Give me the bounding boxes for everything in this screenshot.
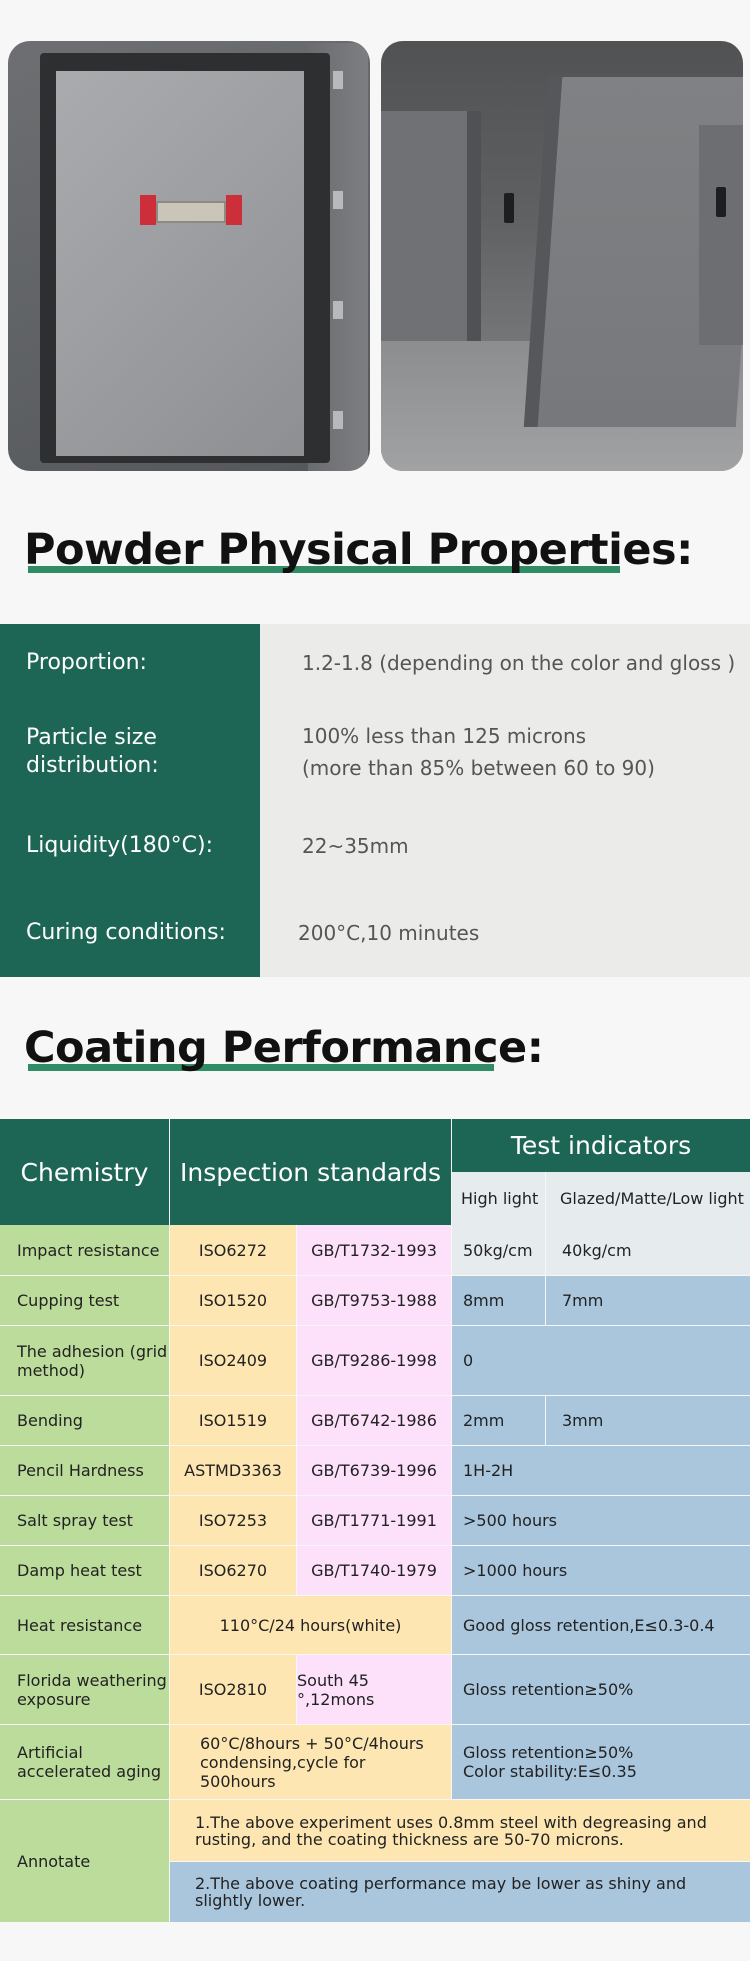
powder-title: Powder Physical Properties:: [24, 525, 693, 575]
row-iso: ISO2810: [170, 1655, 296, 1724]
table-row: Liquidity(180°C): 22~35mm: [0, 802, 750, 889]
table-row: Curing conditions: 200°C,10 minutes: [0, 889, 750, 977]
row-chemistry: The adhesion (grid method): [0, 1326, 169, 1395]
prop-value: 200°C,10 minutes: [260, 889, 750, 977]
header-glazed: Glazed/Matte/Low light: [546, 1172, 750, 1225]
row-gb: GB/T1732-1993: [297, 1225, 451, 1275]
row-high: 8mm: [452, 1276, 545, 1325]
header-high-light: High light: [452, 1172, 545, 1225]
row-chemistry: Florida weathering exposure: [0, 1655, 169, 1724]
row-chemistry: Impact resistance: [0, 1225, 169, 1275]
title-underline: [28, 566, 620, 573]
annotate-label: Annotate: [0, 1800, 169, 1922]
cabinet-right: [699, 125, 743, 345]
table-row: Proportion: 1.2-1.8 (depending on the co…: [0, 624, 750, 702]
row-indicator: 1H-2H: [452, 1446, 750, 1495]
indicator-line: Color stability:E≤0.35: [463, 1762, 637, 1781]
row-chemistry: Damp heat test: [0, 1546, 169, 1595]
prop-label: Proportion:: [0, 624, 260, 702]
coating-title: Coating Performance:: [24, 1023, 544, 1073]
hinge-icon: [333, 411, 343, 429]
row-indicator: Good gloss retention,E≤0.3-0.4: [452, 1596, 750, 1654]
row-gb: GB/T6739-1996: [297, 1446, 451, 1495]
row-chemistry: Cupping test: [0, 1276, 169, 1325]
annotate-note-1: 1.The above experiment uses 0.8mm steel …: [170, 1800, 750, 1861]
prop-value-line: 1.2-1.8 (depending on the color and glos…: [302, 651, 736, 675]
prop-value-line: (more than 85% between 60 to 90): [302, 756, 655, 780]
cabinet-inner-panel: [56, 71, 304, 456]
row-standard: 110°C/24 hours(white): [170, 1596, 451, 1654]
row-iso: ISO7253: [170, 1496, 296, 1545]
title-underline: [28, 1064, 494, 1071]
table-row: Particle size distribution: 100% less th…: [0, 702, 750, 802]
row-indicator: >500 hours: [452, 1496, 750, 1545]
row-gb: GB/T9286-1998: [297, 1326, 451, 1395]
prop-label: Particle size distribution:: [0, 702, 260, 802]
header-inspection: Inspection standards: [170, 1119, 451, 1225]
hinge-icon: [333, 191, 343, 209]
row-iso: ISO6270: [170, 1546, 296, 1595]
row-iso: ISO1519: [170, 1396, 296, 1445]
row-gb: GB/T1740-1979: [297, 1546, 451, 1595]
indicator-line: Gloss retention≥50%: [463, 1743, 634, 1762]
row-glazed: 3mm: [546, 1396, 750, 1445]
row-gb: GB/T1771-1991: [297, 1496, 451, 1545]
prop-value-line: 100% less than 125 microns: [302, 724, 587, 748]
row-high: 2mm: [452, 1396, 545, 1445]
row-chemistry: Salt spray test: [0, 1496, 169, 1545]
hinge-icon: [333, 71, 343, 89]
annotate-note-2: 2.The above coating performance may be l…: [170, 1862, 750, 1922]
row-gb: GB/T6742-1986: [297, 1396, 451, 1445]
row-gb: South 45 °,12mons: [297, 1655, 451, 1724]
row-iso: ISO2409: [170, 1326, 296, 1395]
row-indicator: >1000 hours: [452, 1546, 750, 1595]
cabinet-latch: [156, 201, 226, 223]
prop-value-line: 200°C,10 minutes: [298, 921, 480, 945]
prop-value: 100% less than 125 microns (more than 85…: [260, 702, 750, 802]
cabinets-on-floor-photo: [381, 41, 743, 471]
row-gb: GB/T9753-1988: [297, 1276, 451, 1325]
row-iso: ASTMD3363: [170, 1446, 296, 1495]
prop-label: Curing conditions:: [0, 889, 260, 977]
hinge-icon: [333, 301, 343, 319]
prop-label: Liquidity(180°C):: [0, 802, 260, 889]
row-indicator: Gloss retention≥50%: [452, 1655, 750, 1724]
row-chemistry: Pencil Hardness: [0, 1446, 169, 1495]
red-clip-icon: [140, 195, 156, 225]
cabinet-left: [381, 111, 481, 341]
header-test-indicators: Test indicators: [452, 1119, 750, 1172]
row-indicator: 0: [452, 1326, 750, 1395]
handle-icon: [504, 193, 514, 223]
header-chemistry: Chemistry: [0, 1119, 169, 1225]
row-iso: ISO6272: [170, 1225, 296, 1275]
row-indicator: Gloss retention≥50% Color stability:E≤0.…: [452, 1725, 750, 1799]
row-chemistry: Heat resistance: [0, 1596, 169, 1654]
cabinet-open-door-photo: [8, 41, 370, 471]
row-chemistry: Bending: [0, 1396, 169, 1445]
row-high: 50kg/cm: [452, 1225, 545, 1275]
row-glazed: 7mm: [546, 1276, 750, 1325]
row-glazed: 40kg/cm: [546, 1225, 750, 1275]
row-chemistry: Artificial accelerated aging: [0, 1725, 169, 1799]
handle-icon: [716, 187, 726, 217]
red-clip-icon: [226, 195, 242, 225]
prop-value: 1.2-1.8 (depending on the color and glos…: [260, 624, 750, 702]
prop-value-line: 22~35mm: [302, 833, 409, 858]
row-standard: 60°C/8hours + 50°C/4hours condensing,cyc…: [170, 1725, 451, 1799]
row-iso: ISO1520: [170, 1276, 296, 1325]
prop-value: 22~35mm: [260, 802, 750, 889]
